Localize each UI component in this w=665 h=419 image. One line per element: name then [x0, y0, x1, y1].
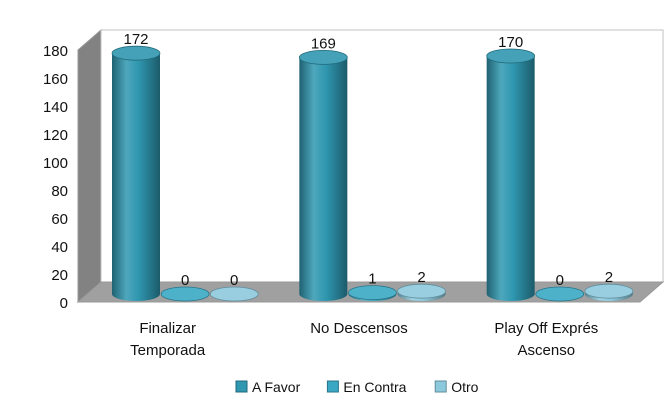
- bar-top-1-2: [535, 286, 585, 302]
- data-label: 0: [556, 272, 564, 289]
- bar-body-0-2: [486, 56, 535, 302]
- bar-top-2-0: [209, 286, 259, 302]
- legend-label: Otro: [451, 379, 478, 395]
- y-tick-label: 100: [43, 155, 68, 172]
- bar-top-0-0: [111, 45, 161, 61]
- side-wall: [77, 28, 102, 304]
- bar-top-1-1: [348, 285, 397, 301]
- bar-top-1-0: [160, 286, 210, 302]
- bar-top-0-1: [298, 50, 348, 65]
- y-tick-label: 180: [43, 43, 68, 60]
- x-category-label: Finalizar Temporada: [130, 320, 206, 359]
- bar-top-2-1: [397, 283, 446, 299]
- data-label: 172: [123, 31, 148, 48]
- bar-body-0-0: [112, 53, 160, 302]
- data-label: 170: [498, 34, 523, 51]
- y-tick-label: 120: [43, 127, 68, 144]
- x-category-label: Play Off Exprés Ascenso: [494, 320, 598, 359]
- y-tick-label: 0: [60, 295, 68, 312]
- data-label: 0: [230, 272, 238, 289]
- data-label: 1: [368, 271, 376, 288]
- data-label: 169: [311, 35, 336, 52]
- y-tick-label: 160: [43, 71, 68, 88]
- bar-body-0-1: [299, 57, 348, 302]
- bar-top-2-2: [584, 283, 634, 299]
- legend-swatch: [434, 380, 447, 393]
- data-label: 2: [417, 269, 425, 286]
- y-tick-label: 60: [51, 211, 68, 228]
- legend-swatch: [326, 380, 339, 393]
- y-tick-label: 40: [51, 239, 68, 256]
- data-label: 0: [181, 272, 189, 289]
- y-tick-label: 80: [51, 183, 68, 200]
- y-tick-label: 20: [51, 267, 68, 284]
- bar-top-0-2: [486, 48, 536, 64]
- legend-label: A Favor: [252, 379, 301, 395]
- y-tick-label: 140: [43, 99, 68, 116]
- back-wall: [100, 29, 664, 283]
- data-label: 2: [605, 269, 613, 286]
- legend-swatch: [235, 380, 248, 393]
- legend-label: En Contra: [343, 379, 406, 395]
- x-category-label: No Descensos: [310, 320, 408, 337]
